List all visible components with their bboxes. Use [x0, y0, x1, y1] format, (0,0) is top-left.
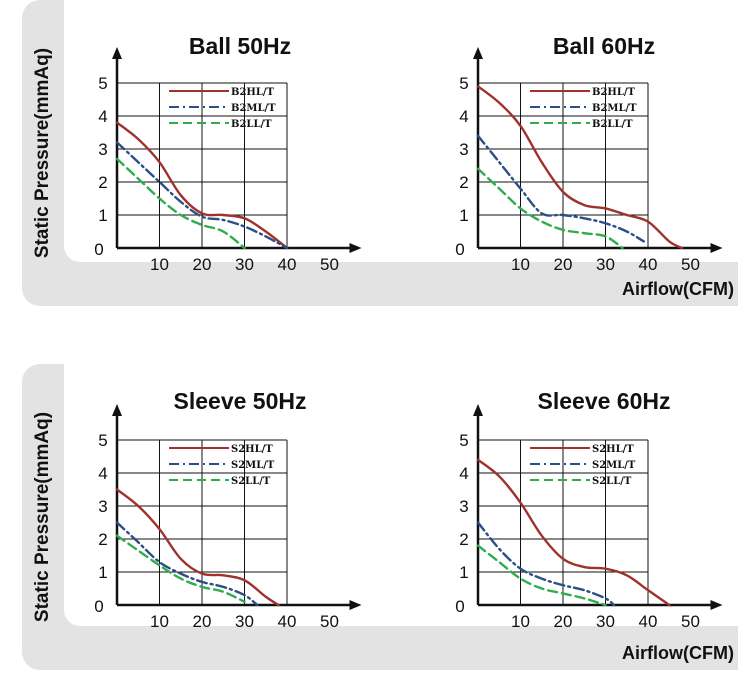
x-axis-arrow — [349, 600, 362, 610]
chart-title: Sleeve 60Hz — [538, 388, 671, 414]
series-line-b2ml-t — [115, 141, 289, 250]
legend-label: S2LL/T — [592, 476, 632, 487]
series-line-s2ml-t — [115, 521, 259, 607]
legend-label: B2HL/T — [231, 87, 275, 98]
legend-label: S2ML/T — [231, 460, 275, 471]
y-axis-arrow — [112, 404, 122, 416]
x-tick-label: 10 — [511, 255, 530, 274]
x-tick-label: 20 — [554, 612, 573, 631]
series-line-s2ll-t — [476, 544, 607, 607]
chart-2: Sleeve 50Hz 0 10 20 30 40 50 1 2 3 4 5 S2HL/T S2ML/T S… — [94, 388, 362, 631]
legend-label: B2HL/T — [592, 87, 636, 98]
legend-label: S2LL/T — [231, 476, 271, 487]
panel-plot-area — [64, 364, 738, 626]
x-tick-label: 20 — [193, 612, 212, 631]
ball-panel: Static Pressure(mmAq) Airflow(CFM) — [22, 0, 738, 306]
legend-label: S2HL/T — [592, 444, 634, 455]
origin-tick-label: 0 — [94, 240, 103, 259]
series-line-b2ml-t — [476, 134, 645, 243]
chart-0: Ball 50Hz 0 10 20 30 40 50 1 2 3 4 5 B2HL/T B2ML/T B2L… — [94, 33, 362, 274]
x-tick-label: 50 — [681, 612, 700, 631]
y-tick-label: 2 — [459, 530, 468, 549]
x-tick-label: 30 — [235, 612, 254, 631]
legend-label: B2ML/T — [592, 103, 637, 114]
series-line-s2hl-t — [115, 488, 280, 607]
x-axis-label: Airflow(CFM) — [622, 279, 734, 299]
origin-tick-label: 0 — [455, 597, 464, 616]
y-tick-label: 4 — [459, 107, 468, 126]
chart-3: Sleeve 60Hz 0 10 20 30 40 50 1 2 3 4 5 S2HL/T S2ML/T S… — [455, 388, 723, 631]
x-tick-label: 10 — [511, 612, 530, 631]
y-tick-label: 4 — [98, 107, 107, 126]
y-tick-label: 4 — [98, 464, 107, 483]
chart-title: Ball 60Hz — [553, 33, 655, 59]
x-tick-label: 50 — [320, 612, 339, 631]
series-line-s2ll-t — [115, 534, 246, 603]
series-line-b2hl-t — [476, 85, 684, 250]
y-tick-label: 1 — [459, 563, 468, 582]
legend-label: B2LL/T — [231, 119, 272, 130]
x-tick-label: 50 — [320, 255, 339, 274]
y-axis-arrow — [473, 47, 483, 59]
x-tick-label: 20 — [193, 255, 212, 274]
x-tick-label: 40 — [278, 255, 297, 274]
legend-label: S2HL/T — [231, 444, 273, 455]
y-tick-label: 1 — [98, 563, 107, 582]
x-tick-label: 30 — [235, 255, 254, 274]
y-tick-label: 3 — [459, 140, 468, 159]
y-tick-label: 2 — [98, 530, 107, 549]
y-tick-label: 1 — [98, 206, 107, 225]
series-line-s2hl-t — [476, 458, 671, 607]
legend-label: S2ML/T — [592, 460, 636, 471]
y-tick-label: 3 — [459, 497, 468, 516]
legend-label: B2ML/T — [231, 103, 276, 114]
origin-tick-label: 0 — [455, 240, 464, 259]
series-line-b2hl-t — [115, 121, 289, 250]
x-tick-label: 10 — [150, 612, 169, 631]
chart-title: Ball 50Hz — [189, 33, 291, 59]
chart-1: Ball 60Hz 0 10 20 30 40 50 1 2 3 4 5 B2HL/T B2ML/T B2L… — [455, 33, 723, 274]
x-tick-label: 20 — [554, 255, 573, 274]
y-tick-label: 3 — [98, 140, 107, 159]
sleeve-panel: Static Pressure(mmAq) Airflow(CFM) — [22, 364, 738, 670]
series-line-s2ml-t — [476, 521, 616, 607]
x-axis-arrow — [710, 243, 723, 253]
y-tick-label: 5 — [98, 74, 107, 93]
legend-label: B2LL/T — [592, 119, 633, 130]
chart-title: Sleeve 50Hz — [174, 388, 307, 414]
x-tick-label: 30 — [596, 255, 615, 274]
series-line-b2ll-t — [115, 157, 246, 250]
y-tick-label: 5 — [459, 431, 468, 450]
x-axis-arrow — [349, 243, 362, 253]
origin-tick-label: 0 — [94, 597, 103, 616]
y-axis-arrow — [473, 404, 483, 416]
y-tick-label: 2 — [98, 173, 107, 192]
y-tick-label: 4 — [459, 464, 468, 483]
y-tick-label: 2 — [459, 173, 468, 192]
y-tick-label: 1 — [459, 206, 468, 225]
x-tick-label: 40 — [278, 612, 297, 631]
series-line-b2ll-t — [476, 167, 624, 250]
y-tick-label: 5 — [98, 431, 107, 450]
x-tick-label: 40 — [639, 612, 658, 631]
panel-plot-area — [64, 0, 738, 262]
x-axis-label: Airflow(CFM) — [622, 643, 734, 663]
x-axis-arrow — [710, 600, 723, 610]
x-tick-label: 50 — [681, 255, 700, 274]
x-tick-label: 40 — [639, 255, 658, 274]
y-tick-label: 3 — [98, 497, 107, 516]
y-tick-label: 5 — [459, 74, 468, 93]
y-axis-arrow — [112, 47, 122, 59]
x-tick-label: 10 — [150, 255, 169, 274]
x-tick-label: 30 — [596, 612, 615, 631]
